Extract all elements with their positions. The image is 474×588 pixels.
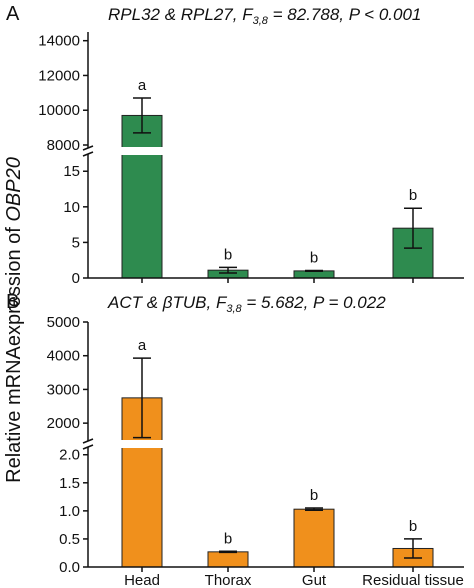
- significance-letter: b: [310, 487, 318, 504]
- significance-letter: a: [138, 337, 147, 354]
- panel-title: ACT & βTUB, F3,8 = 5.682, P = 0.022: [107, 293, 386, 315]
- y-tick-label: 10: [63, 199, 80, 216]
- y-axis-label: Relative mRNAexpression of OBP20: [3, 157, 25, 483]
- axis-break-mark: [82, 145, 94, 151]
- panel-letter: B: [6, 291, 19, 313]
- significance-letter: b: [409, 187, 417, 204]
- x-tick-label: Thorax: [205, 572, 252, 588]
- y-tick-label: 1.5: [59, 475, 80, 492]
- y-tick-label: 2000: [47, 415, 80, 432]
- bar-lower-part: [121, 443, 163, 568]
- y-tick-label: 2.0: [59, 447, 80, 464]
- significance-letter: b: [224, 530, 232, 547]
- significance-letter: b: [409, 518, 417, 535]
- y-tick-label: 4000: [47, 348, 80, 365]
- y-tick-label: 0.0: [59, 559, 80, 576]
- significance-letter: a: [138, 77, 147, 94]
- axis-break-mark: [82, 438, 94, 444]
- y-tick-label: 5000: [47, 314, 80, 331]
- x-tick-label: Gut: [302, 572, 327, 588]
- y-tick-label: 3000: [47, 381, 80, 398]
- significance-letter: b: [224, 246, 232, 263]
- bar-gut: [293, 508, 335, 568]
- axis-break-mark: [82, 444, 94, 450]
- panel-title: RPL32 & RPL27, F3,8 = 82.788, P < 0.001: [108, 5, 421, 27]
- axis-break-gap: [119, 440, 165, 448]
- y-tick-label: 12000: [38, 67, 80, 84]
- y-tick-label: 8000: [47, 137, 80, 154]
- bar-lower-part: [121, 152, 163, 279]
- y-tick-label: 15: [63, 163, 80, 180]
- y-tick-label: 0.5: [59, 531, 80, 548]
- y-tick-label: 14000: [38, 33, 80, 50]
- panel-B: B ACT & βTUB, F3,8 = 5.682, P = 0.022 a Hea…: [6, 291, 464, 588]
- x-tick-label: Residual tissue: [362, 572, 464, 588]
- panel-letter: A: [6, 3, 20, 25]
- y-tick-label: 5: [72, 234, 80, 251]
- x-tick-label: Head: [124, 572, 160, 588]
- y-tick-label: 1.0: [59, 503, 80, 520]
- significance-letter: b: [310, 250, 318, 267]
- axis-break-gap: [119, 147, 165, 155]
- panel-A: A RPL32 & RPL27, F3,8 = 82.788, P < 0.001…: [6, 3, 464, 287]
- axis-break-mark: [82, 151, 94, 157]
- y-tick-label: 0: [72, 270, 80, 287]
- bar-thorax: [207, 551, 249, 568]
- y-tick-label: 10000: [38, 102, 80, 119]
